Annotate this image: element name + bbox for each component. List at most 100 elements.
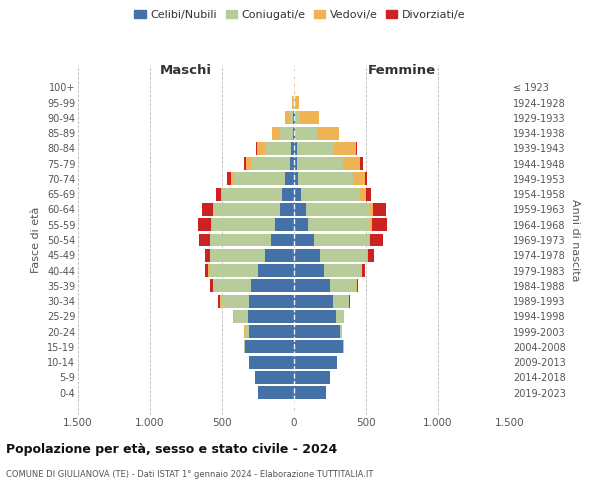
- Bar: [211, 249, 265, 262]
- Bar: [320, 249, 367, 262]
- Bar: [211, 280, 212, 292]
- Bar: [317, 126, 338, 140]
- Bar: [314, 234, 369, 246]
- Bar: [294, 294, 333, 308]
- Bar: [280, 126, 293, 140]
- Bar: [373, 218, 387, 231]
- Bar: [233, 172, 286, 186]
- Bar: [294, 234, 314, 246]
- Bar: [293, 96, 294, 109]
- Bar: [340, 325, 342, 338]
- Bar: [212, 203, 214, 216]
- Bar: [233, 310, 248, 323]
- Bar: [343, 157, 360, 170]
- Bar: [366, 188, 371, 200]
- Bar: [290, 157, 294, 170]
- Bar: [294, 280, 330, 292]
- Bar: [212, 280, 214, 292]
- Bar: [218, 294, 220, 308]
- Bar: [294, 96, 295, 109]
- Bar: [289, 112, 293, 124]
- Bar: [368, 249, 374, 262]
- Bar: [230, 172, 233, 186]
- Bar: [250, 356, 294, 368]
- Bar: [202, 203, 212, 216]
- Bar: [295, 126, 317, 140]
- Bar: [212, 218, 275, 231]
- Bar: [360, 188, 366, 200]
- Bar: [271, 234, 294, 246]
- Bar: [205, 249, 210, 262]
- Bar: [283, 188, 294, 200]
- Bar: [220, 294, 221, 308]
- Legend: Celibi/Nubili, Coniugati/e, Vedovi/e, Divorziati/e: Celibi/Nubili, Coniugati/e, Vedovi/e, Di…: [130, 6, 470, 25]
- Text: COMUNE DI GIULIANOVA (TE) - Dati ISTAT 1° gennaio 2024 - Elaborazione TUTTITALIA: COMUNE DI GIULIANOVA (TE) - Dati ISTAT 1…: [6, 470, 373, 479]
- Bar: [294, 112, 295, 124]
- Text: Popolazione per età, sesso e stato civile - 2024: Popolazione per età, sesso e stato civil…: [6, 442, 337, 456]
- Bar: [272, 126, 280, 140]
- Bar: [265, 142, 291, 155]
- Bar: [362, 264, 365, 277]
- Bar: [208, 264, 209, 277]
- Bar: [294, 386, 326, 399]
- Bar: [353, 172, 365, 186]
- Y-axis label: Anni di nascita: Anni di nascita: [569, 198, 580, 281]
- Bar: [248, 310, 294, 323]
- Bar: [370, 203, 373, 216]
- Bar: [250, 294, 294, 308]
- Bar: [294, 188, 301, 200]
- Bar: [257, 142, 265, 155]
- Bar: [280, 203, 294, 216]
- Y-axis label: Fasce di età: Fasce di età: [31, 207, 41, 273]
- Bar: [294, 203, 305, 216]
- Bar: [293, 112, 294, 124]
- Bar: [275, 218, 294, 231]
- Bar: [336, 310, 344, 323]
- Bar: [294, 172, 298, 186]
- Bar: [334, 142, 356, 155]
- Bar: [244, 325, 245, 338]
- Bar: [301, 188, 360, 200]
- Bar: [258, 264, 294, 277]
- Bar: [250, 325, 294, 338]
- Bar: [294, 126, 295, 140]
- Bar: [333, 294, 349, 308]
- Bar: [369, 234, 370, 246]
- Bar: [221, 294, 250, 308]
- Bar: [251, 280, 294, 292]
- Bar: [199, 234, 210, 246]
- Bar: [294, 371, 330, 384]
- Bar: [295, 112, 301, 124]
- Bar: [324, 264, 362, 277]
- Bar: [214, 280, 251, 292]
- Bar: [294, 325, 340, 338]
- Bar: [365, 172, 367, 186]
- Bar: [247, 157, 251, 170]
- Bar: [294, 218, 308, 231]
- Text: Maschi: Maschi: [160, 64, 212, 76]
- Bar: [209, 264, 258, 277]
- Bar: [367, 249, 368, 262]
- Bar: [244, 157, 247, 170]
- Bar: [286, 172, 294, 186]
- Bar: [360, 157, 363, 170]
- Bar: [295, 96, 299, 109]
- Bar: [330, 280, 356, 292]
- Bar: [214, 203, 280, 216]
- Bar: [297, 142, 334, 155]
- Bar: [210, 234, 211, 246]
- Bar: [284, 112, 289, 124]
- Bar: [198, 218, 211, 231]
- Bar: [343, 340, 344, 353]
- Bar: [301, 112, 319, 124]
- Bar: [211, 218, 212, 231]
- Bar: [265, 249, 294, 262]
- Bar: [255, 371, 294, 384]
- Bar: [227, 172, 230, 186]
- Bar: [356, 280, 358, 292]
- Bar: [245, 325, 250, 338]
- Bar: [294, 157, 297, 170]
- Bar: [258, 386, 294, 399]
- Text: Femmine: Femmine: [368, 64, 436, 76]
- Bar: [370, 218, 373, 231]
